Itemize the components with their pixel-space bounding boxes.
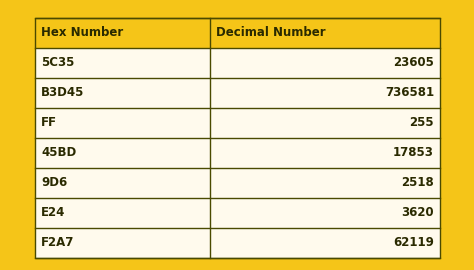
Bar [35, 78, 440, 108]
Text: 17853: 17853 [393, 147, 434, 160]
Bar [35, 228, 440, 258]
Text: 23605: 23605 [393, 56, 434, 69]
Text: 62119: 62119 [393, 237, 434, 249]
Bar [35, 108, 440, 138]
Text: Hex Number: Hex Number [41, 26, 123, 39]
Text: 2518: 2518 [401, 177, 434, 190]
Text: E24: E24 [41, 207, 65, 220]
Text: FF: FF [41, 116, 57, 130]
Bar [35, 18, 440, 48]
Text: 9D6: 9D6 [41, 177, 67, 190]
Bar [35, 48, 440, 78]
Text: 255: 255 [410, 116, 434, 130]
Text: 45BD: 45BD [41, 147, 76, 160]
Text: 736581: 736581 [385, 86, 434, 100]
Bar [35, 18, 440, 258]
Text: Decimal Number: Decimal Number [216, 26, 326, 39]
Text: 3620: 3620 [401, 207, 434, 220]
Bar [35, 198, 440, 228]
Text: B3D45: B3D45 [41, 86, 84, 100]
Text: F2A7: F2A7 [41, 237, 74, 249]
Text: 5C35: 5C35 [41, 56, 74, 69]
Bar [35, 138, 440, 168]
Bar [35, 168, 440, 198]
